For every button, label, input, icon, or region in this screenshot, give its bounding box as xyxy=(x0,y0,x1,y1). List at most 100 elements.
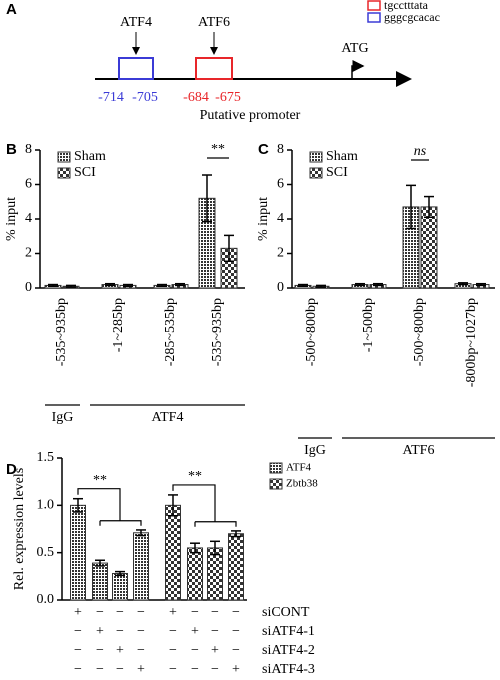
condition-sign: − xyxy=(191,605,199,620)
legend-label: Zbtb38 xyxy=(286,478,318,490)
x-tick-label: -500~800bp xyxy=(304,298,319,366)
tss-label: ATG xyxy=(341,41,368,56)
legend-label: ATF4 xyxy=(286,462,312,474)
significance-label: ns xyxy=(414,144,427,159)
condition-sign: − xyxy=(211,662,219,677)
significance-bracket xyxy=(77,488,142,526)
site-start: -684 xyxy=(183,90,209,105)
y-tick-label: 6 xyxy=(277,177,284,192)
y-tick-label: 6 xyxy=(25,177,32,192)
group-label: ATF4 xyxy=(152,410,184,425)
site-end: -675 xyxy=(215,90,241,105)
site-box xyxy=(118,57,154,80)
y-tick-label: 4 xyxy=(25,211,32,226)
x-tick-label: -1~500bp xyxy=(361,298,376,352)
y-tick-label: 2 xyxy=(25,246,32,261)
legend-label: Sham xyxy=(74,149,106,164)
site-label: ATF4 xyxy=(120,15,152,30)
group-label: IgG xyxy=(52,410,74,425)
caption: Putative promoter xyxy=(200,108,301,123)
significance-bracket xyxy=(172,484,237,527)
site-end: -705 xyxy=(132,90,158,105)
legend-swatch xyxy=(309,151,323,163)
condition-sign: + xyxy=(232,662,240,677)
y-tick-label: 2 xyxy=(277,246,284,261)
significance-label: ** xyxy=(211,142,225,157)
x-tick-label: -500~800bp xyxy=(412,298,427,366)
bar xyxy=(420,206,438,289)
group-label: IgG xyxy=(304,443,326,458)
legend-swatch xyxy=(269,478,283,490)
legend-swatch xyxy=(57,167,71,179)
y-axis-label: % input xyxy=(4,197,19,241)
bar xyxy=(165,504,181,601)
condition-sign: + xyxy=(211,643,219,658)
condition-sign: − xyxy=(116,605,124,620)
condition-sign: − xyxy=(169,643,177,658)
y-tick-label: 1.0 xyxy=(37,498,55,513)
condition-sign: − xyxy=(137,643,145,658)
condition-sign: − xyxy=(191,662,199,677)
condition-sign: − xyxy=(74,643,82,658)
y-tick-label: 4 xyxy=(277,211,284,226)
condition-label: siATF4-3 xyxy=(262,662,315,677)
x-tick-label: -535~935bp xyxy=(54,298,69,366)
condition-label: siCONT xyxy=(262,605,310,620)
panel-label: D xyxy=(6,461,17,478)
condition-sign: − xyxy=(169,662,177,677)
legend-label: gggcgcacac xyxy=(384,10,440,24)
condition-sign: − xyxy=(232,605,240,620)
site-start: -714 xyxy=(98,90,124,105)
y-tick-label: 0.5 xyxy=(37,545,55,560)
x-tick-label: -800bp~1027bp xyxy=(464,298,479,387)
bar xyxy=(207,547,223,601)
significance-label: ** xyxy=(93,473,107,488)
condition-sign: + xyxy=(191,624,199,639)
group-label: ATF6 xyxy=(403,443,435,458)
condition-sign: + xyxy=(116,643,124,658)
condition-sign: + xyxy=(74,605,82,620)
bar xyxy=(228,533,244,601)
x-tick-label: -1~285bp xyxy=(111,298,126,352)
condition-sign: − xyxy=(74,662,82,677)
legend-label: tgcctttata xyxy=(384,0,429,12)
panel-label: A xyxy=(6,1,17,18)
y-tick-label: 1.5 xyxy=(37,450,55,465)
condition-sign: − xyxy=(191,643,199,658)
condition-sign: + xyxy=(96,624,104,639)
y-tick-label: 8 xyxy=(277,142,284,157)
legend-label: Sham xyxy=(326,149,358,164)
condition-sign: − xyxy=(232,643,240,658)
condition-sign: − xyxy=(116,662,124,677)
legend-swatch xyxy=(309,167,323,179)
legend-swatch xyxy=(57,151,71,163)
legend-label: SCI xyxy=(74,165,96,180)
site-label: ATF6 xyxy=(198,15,230,30)
condition-sign: − xyxy=(137,624,145,639)
x-tick-label: -285~535bp xyxy=(163,298,178,366)
bar xyxy=(70,504,86,601)
condition-sign: − xyxy=(96,643,104,658)
legend-swatch xyxy=(269,462,283,474)
condition-label: siATF4-2 xyxy=(262,643,315,658)
condition-sign: − xyxy=(232,624,240,639)
legend-label: SCI xyxy=(326,165,348,180)
condition-sign: + xyxy=(169,605,177,620)
y-axis-label: % input xyxy=(256,197,271,241)
condition-sign: − xyxy=(74,624,82,639)
x-tick-label: -535~935bp xyxy=(210,298,225,366)
bar xyxy=(92,562,108,601)
bar xyxy=(133,532,149,601)
tss-arrow xyxy=(351,60,365,78)
legend-swatch xyxy=(367,12,381,23)
condition-sign: − xyxy=(96,662,104,677)
condition-sign: + xyxy=(137,662,145,677)
y-tick-label: 8 xyxy=(25,142,32,157)
y-tick-label: 0 xyxy=(277,280,284,295)
legend-swatch xyxy=(367,0,381,11)
condition-sign: − xyxy=(211,624,219,639)
y-tick-label: 0.0 xyxy=(37,592,55,607)
bar xyxy=(187,547,203,601)
panel-label: B xyxy=(6,141,17,158)
